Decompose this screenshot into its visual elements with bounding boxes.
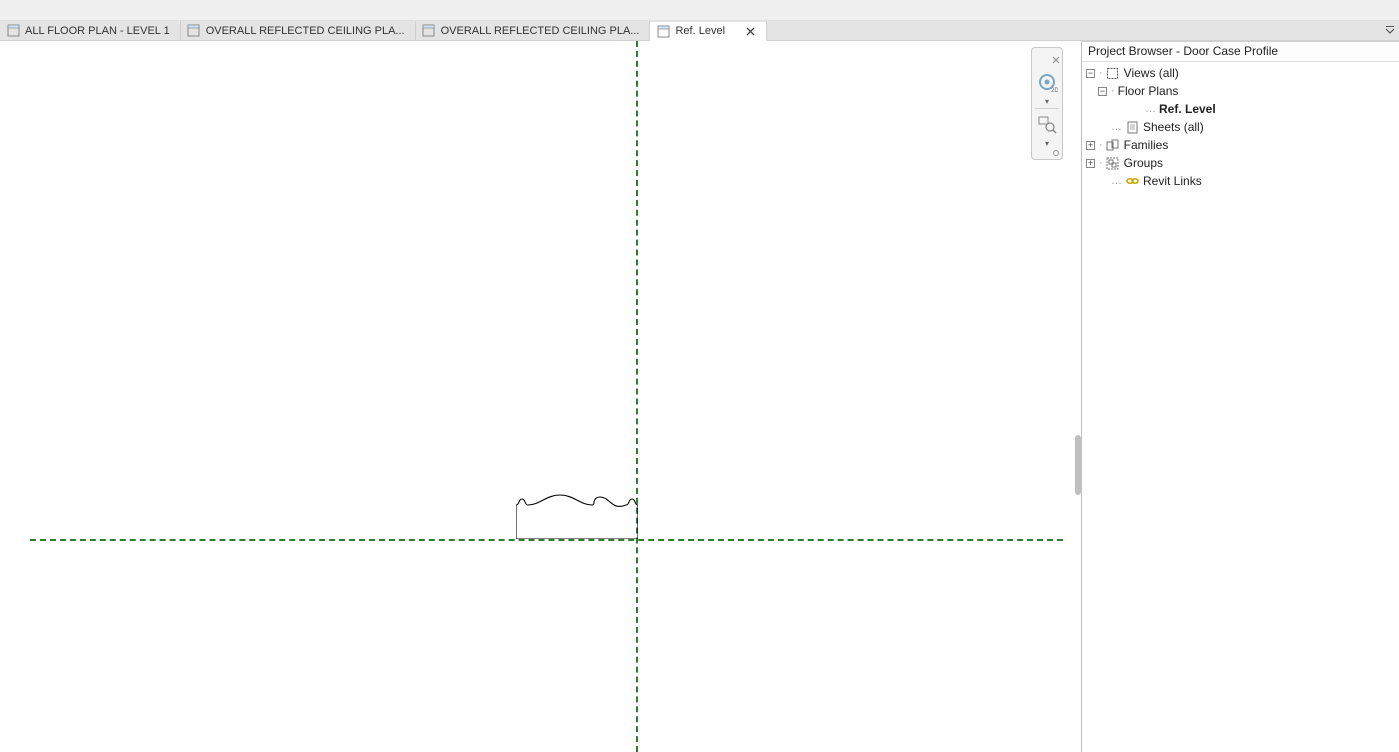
project-browser-title: Project Browser - Door Case Profile: [1082, 42, 1399, 62]
nav-zoom-region-button[interactable]: [1034, 112, 1060, 138]
views-icon: [1106, 66, 1120, 80]
tree-connector: ·: [1111, 85, 1114, 97]
tab-overflow-button[interactable]: [1381, 21, 1399, 40]
tree-label: Families: [1124, 138, 1169, 152]
tree-expander-placeholder: [1098, 123, 1107, 132]
tree-row[interactable]: … Revit Links: [1084, 172, 1397, 190]
canvas-vertical-scroll-thumb[interactable]: [1075, 435, 1081, 495]
tree-label: Views (all): [1124, 66, 1179, 80]
view-icon: [187, 24, 201, 38]
document-tab[interactable]: Ref. Level: [650, 22, 767, 41]
links-icon: [1125, 174, 1139, 188]
tree-label: Sheets (all): [1143, 120, 1204, 134]
nav-separator: [1035, 108, 1059, 109]
nav-chevron-down-icon[interactable]: ▾: [1045, 139, 1049, 148]
nav-steering-wheel-button[interactable]: 2D: [1034, 70, 1060, 96]
main-row: 2D ▾ ▾ Project Browser - Door Case Profi…: [0, 41, 1399, 752]
view-navigation-widget: 2D ▾ ▾: [1031, 47, 1063, 160]
top-ribbon-strip: [0, 0, 1399, 21]
tree-label: Ref. Level: [1159, 102, 1216, 116]
tree-expander-placeholder: [1132, 105, 1141, 114]
reference-plane-vertical[interactable]: [636, 41, 638, 752]
tree-connector: …: [1111, 121, 1121, 133]
tree-connector: ·: [1099, 157, 1102, 169]
tree-collapse-icon[interactable]: −: [1086, 69, 1095, 78]
groups-icon: [1106, 156, 1120, 170]
view-icon: [656, 24, 670, 38]
document-tab-bar: ALL FLOOR PLAN - LEVEL 1 OVERALL REFLECTE…: [0, 21, 1399, 41]
nav-widget-close-icon[interactable]: [1052, 51, 1060, 69]
close-icon[interactable]: [744, 25, 756, 37]
tree-expand-icon[interactable]: +: [1086, 159, 1095, 168]
drawing-canvas[interactable]: 2D ▾ ▾: [0, 41, 1082, 752]
tree-row[interactable]: … Sheets (all): [1084, 118, 1397, 136]
tree-connector: ·: [1099, 139, 1102, 151]
tree-connector: ·: [1099, 67, 1102, 79]
tab-label: Ref. Level: [675, 25, 725, 37]
tree-label: Floor Plans: [1118, 84, 1179, 98]
tree-label: Groups: [1124, 156, 1163, 170]
tree-label: Revit Links: [1143, 174, 1202, 188]
view-icon: [422, 24, 436, 38]
tab-label: OVERALL REFLECTED CEILING PLA...: [441, 25, 640, 37]
tree-connector: …: [1111, 175, 1121, 187]
project-browser-panel: Project Browser - Door Case Profile −·Vi…: [1082, 41, 1399, 752]
tree-row[interactable]: … Ref. Level: [1084, 100, 1397, 118]
view-icon: [6, 24, 20, 38]
tree-expander-placeholder: [1098, 177, 1107, 186]
nav-widget-resize-handle[interactable]: [1053, 150, 1059, 156]
document-tab[interactable]: OVERALL REFLECTED CEILING PLA...: [181, 21, 416, 40]
nav-mode-label: 2D: [1051, 88, 1058, 94]
profile-sketch[interactable]: [516, 491, 638, 539]
nav-chevron-down-icon[interactable]: ▾: [1045, 97, 1049, 106]
project-browser-tree: −·Views (all)−·Floor Plans…Ref. Level…Sh…: [1082, 62, 1399, 192]
tree-row[interactable]: −· Views (all): [1084, 64, 1397, 82]
document-tab[interactable]: ALL FLOOR PLAN - LEVEL 1: [0, 21, 181, 40]
sheets-icon: [1125, 120, 1139, 134]
document-tab[interactable]: OVERALL REFLECTED CEILING PLA...: [416, 21, 651, 40]
tree-row[interactable]: + · Families: [1084, 136, 1397, 154]
families-icon: [1106, 138, 1120, 152]
reference-plane-horizontal[interactable]: [30, 539, 1063, 541]
tab-label: ALL FLOOR PLAN - LEVEL 1: [25, 25, 170, 37]
tree-connector: …: [1145, 103, 1155, 115]
tree-row[interactable]: −· Floor Plans: [1084, 82, 1397, 100]
tab-label: OVERALL REFLECTED CEILING PLA...: [206, 25, 405, 37]
tree-expand-icon[interactable]: +: [1086, 141, 1095, 150]
tree-row[interactable]: + · Groups: [1084, 154, 1397, 172]
tree-collapse-icon[interactable]: −: [1098, 87, 1107, 96]
